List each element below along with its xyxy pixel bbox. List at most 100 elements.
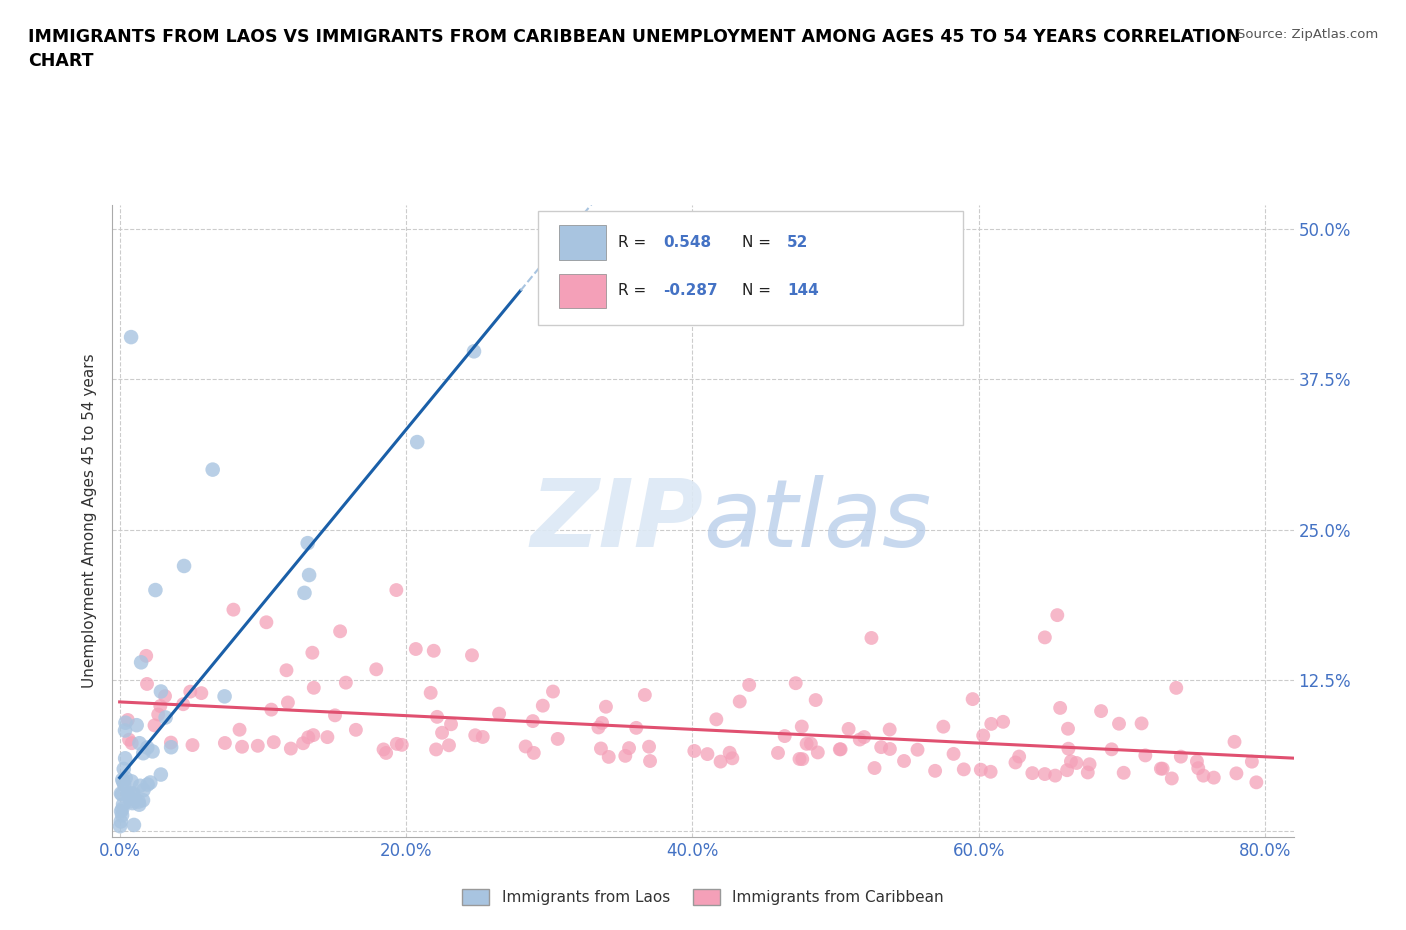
Y-axis label: Unemployment Among Ages 45 to 54 years: Unemployment Among Ages 45 to 54 years (82, 353, 97, 688)
Point (1225, 766, 1247, 781)
Point (231, 739, 253, 754)
Point (430, 725, 453, 740)
Point (190, 685, 212, 700)
Point (440, 717, 463, 732)
Point (972, 728, 994, 743)
Point (118, 791, 141, 806)
Point (789, 751, 811, 766)
Point (335, 675, 357, 690)
Point (1077, 765, 1099, 780)
Point (1135, 748, 1157, 763)
Point (638, 753, 661, 768)
Point (1090, 704, 1112, 719)
Point (696, 747, 718, 762)
Point (117, 786, 139, 801)
Point (148, 707, 170, 722)
Point (173, 559, 195, 574)
Point (773, 728, 796, 743)
Point (111, 808, 134, 823)
Point (863, 761, 886, 776)
Point (108, 818, 131, 833)
Point (114, 715, 136, 730)
Point (302, 727, 325, 742)
Point (634, 687, 657, 702)
Point (111, 802, 134, 817)
Point (1240, 754, 1263, 769)
Point (145, 582, 167, 597)
Point (112, 797, 135, 812)
Point (124, 792, 146, 807)
Point (132, 792, 155, 807)
Text: N =: N = (742, 284, 776, 299)
Point (828, 742, 851, 757)
Text: Source: ZipAtlas.com: Source: ZipAtlas.com (1237, 28, 1378, 41)
Point (932, 719, 955, 734)
Point (907, 742, 929, 757)
Point (141, 744, 163, 759)
Point (149, 684, 172, 699)
Point (228, 723, 250, 737)
Point (254, 615, 277, 630)
Text: atlas: atlas (703, 475, 931, 566)
Point (1246, 775, 1268, 790)
Point (617, 740, 640, 755)
Point (1223, 735, 1246, 750)
Point (1049, 700, 1071, 715)
Point (260, 702, 283, 717)
Point (1192, 768, 1215, 783)
Point (297, 730, 319, 745)
Point (122, 817, 145, 832)
Point (522, 713, 544, 728)
Point (160, 739, 183, 754)
Point (738, 677, 761, 692)
Point (406, 434, 429, 449)
Point (1057, 741, 1080, 756)
Text: 52: 52 (787, 235, 808, 250)
Point (132, 783, 155, 798)
Point (149, 767, 172, 782)
Legend: Immigrants from Laos, Immigrants from Caribbean: Immigrants from Laos, Immigrants from Ca… (456, 884, 950, 911)
Point (298, 567, 321, 582)
Point (222, 603, 245, 618)
Point (135, 648, 157, 663)
Point (1056, 763, 1078, 777)
Point (1185, 754, 1208, 769)
Point (136, 676, 159, 691)
Point (589, 741, 612, 756)
Text: N =: N = (742, 235, 776, 250)
Point (1046, 607, 1069, 622)
FancyBboxPatch shape (560, 273, 606, 309)
Point (879, 741, 901, 756)
Point (297, 536, 319, 551)
Point (155, 710, 177, 724)
Point (614, 749, 637, 764)
Point (375, 746, 398, 761)
Point (879, 722, 901, 737)
Point (426, 710, 449, 724)
Point (870, 739, 893, 754)
Point (1033, 630, 1056, 644)
Text: R =: R = (619, 235, 651, 250)
Point (160, 735, 183, 750)
Point (860, 631, 883, 645)
Point (942, 747, 965, 762)
Point (112, 774, 135, 789)
Point (595, 699, 617, 714)
Point (405, 642, 427, 657)
Point (1130, 716, 1153, 731)
Point (128, 797, 150, 812)
Point (463, 344, 485, 359)
Point (796, 737, 818, 751)
Point (117, 712, 139, 727)
Point (114, 771, 136, 786)
Point (547, 732, 569, 747)
Point (683, 743, 706, 758)
Point (128, 794, 150, 809)
Point (391, 737, 413, 752)
Point (588, 720, 610, 735)
Point (991, 714, 1014, 729)
Point (804, 693, 827, 708)
Point (201, 462, 224, 477)
Point (638, 739, 661, 754)
Point (1187, 761, 1209, 776)
